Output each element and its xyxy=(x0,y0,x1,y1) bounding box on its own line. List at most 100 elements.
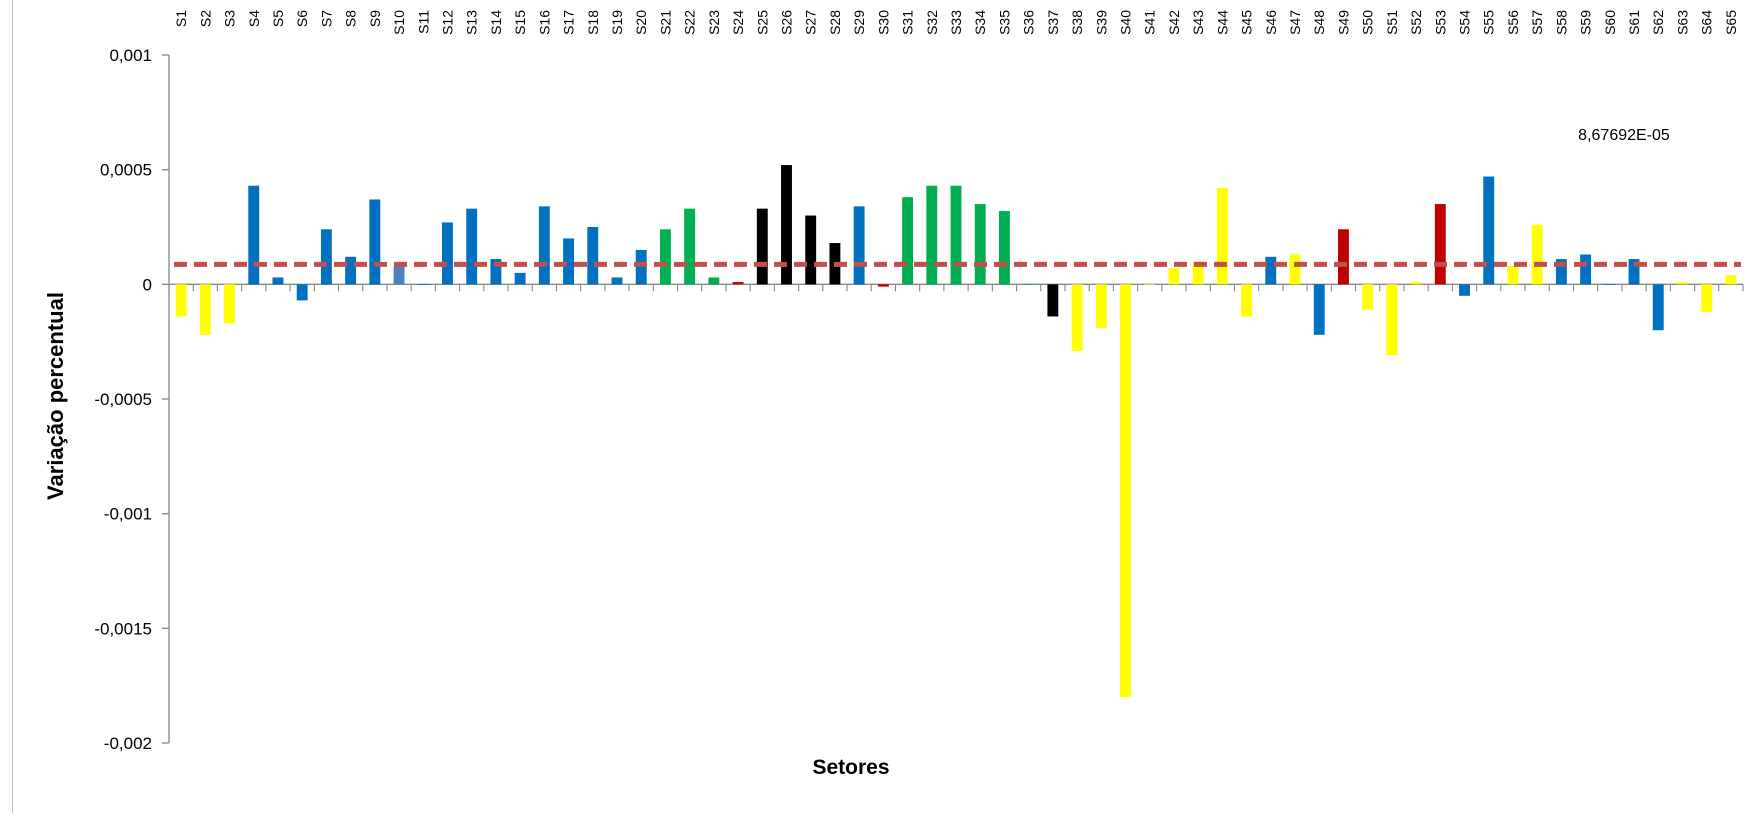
bar-s48 xyxy=(1313,284,1325,335)
x-tick-label: S13 xyxy=(464,10,480,35)
bar-s3 xyxy=(224,284,235,324)
bar-s26 xyxy=(781,165,792,285)
x-tick-label: S4 xyxy=(246,10,262,27)
bar-s21 xyxy=(659,229,671,285)
bar-s7 xyxy=(320,229,332,285)
x-tick-label: S24 xyxy=(730,10,746,35)
bar-s23 xyxy=(708,277,720,285)
bar-s18 xyxy=(587,227,599,285)
bars-layer xyxy=(175,165,1737,698)
bar-s40 xyxy=(1120,284,1131,698)
x-tick-label: S31 xyxy=(900,10,916,35)
x-axis-label: Setores xyxy=(812,756,889,779)
y-tick-label: 0,001 xyxy=(109,46,152,65)
bar-s65 xyxy=(1725,275,1737,285)
x-tick-label: S26 xyxy=(778,10,794,35)
bar-s42 xyxy=(1168,268,1180,285)
y-tick-label: -0,002 xyxy=(104,734,152,753)
x-tick-label: S53 xyxy=(1432,10,1448,35)
bar-s38 xyxy=(1071,284,1083,351)
bar-s32 xyxy=(926,185,938,285)
bar-s58 xyxy=(1555,259,1567,285)
bar-s29 xyxy=(853,206,865,285)
bar-s12 xyxy=(442,222,453,285)
x-tick-label: S39 xyxy=(1093,10,1109,35)
x-tick-label: S27 xyxy=(803,10,819,35)
y-tick-label: -0,001 xyxy=(104,505,152,524)
x-tick-label: S33 xyxy=(948,10,964,35)
x-tick-label: S63 xyxy=(1674,10,1690,35)
x-tick-label: S44 xyxy=(1214,10,1230,35)
y-tick-label: -0,0015 xyxy=(94,619,152,638)
bar-s2 xyxy=(199,284,211,335)
x-tick-label: S23 xyxy=(706,10,722,35)
bar-s64 xyxy=(1701,284,1713,312)
bar-s53 xyxy=(1434,204,1446,285)
bar-s59 xyxy=(1580,254,1592,285)
bar-s44 xyxy=(1216,188,1228,285)
bar-s37 xyxy=(1047,284,1059,317)
bar-s22 xyxy=(684,208,696,285)
x-tick-label: S18 xyxy=(585,10,601,35)
bar-s43 xyxy=(1192,261,1204,285)
x-tick-label: S25 xyxy=(754,10,770,35)
x-tick-label: S49 xyxy=(1335,10,1351,35)
bar-s36 xyxy=(1023,284,1035,285)
bar-s55 xyxy=(1483,176,1495,285)
x-tick-label: S60 xyxy=(1602,10,1618,35)
x-tick-label: S10 xyxy=(391,10,407,35)
x-tick-label: S19 xyxy=(609,10,625,35)
bar-s19 xyxy=(611,277,623,285)
bar-s52 xyxy=(1410,282,1422,285)
bar-s60 xyxy=(1604,284,1616,285)
bar-s50 xyxy=(1362,284,1374,310)
x-tick-label: S54 xyxy=(1457,10,1473,35)
bar-s20 xyxy=(635,249,647,285)
bar-s33 xyxy=(950,185,962,285)
bar-s62 xyxy=(1652,284,1664,331)
x-tick-label: S15 xyxy=(512,10,528,35)
x-tick-label: S57 xyxy=(1529,10,1545,35)
x-tick-label: S6 xyxy=(294,10,310,27)
x-tick-label: S50 xyxy=(1360,10,1376,35)
labels-layer: 0,001 0,0005 0 -0,0005 -0,001 -0,0015 -0,002 S1… xyxy=(94,10,1739,753)
x-tick-label: S8 xyxy=(343,10,359,27)
x-tick-label: S5 xyxy=(270,10,286,27)
x-tick-label: S21 xyxy=(657,10,673,35)
bar-s61 xyxy=(1628,259,1640,285)
x-tick-label: S7 xyxy=(318,10,334,27)
x-tick-label: S47 xyxy=(1287,10,1303,35)
x-tick-label: S12 xyxy=(439,10,455,35)
x-tick-label: S48 xyxy=(1311,10,1327,35)
bar-s46 xyxy=(1265,256,1277,285)
x-tick-label: S52 xyxy=(1408,10,1424,35)
x-tick-label: S58 xyxy=(1553,10,1569,35)
x-tick-label: S64 xyxy=(1699,10,1715,35)
y-tick-label: 0,0005 xyxy=(100,161,152,180)
y-tick-label: 0 xyxy=(143,275,152,294)
bar-s5 xyxy=(272,277,284,285)
bar-s8 xyxy=(345,256,357,285)
bar-s57 xyxy=(1531,224,1543,285)
x-tick-label: S45 xyxy=(1239,10,1255,35)
x-tick-label: S65 xyxy=(1723,10,1739,35)
x-tick-label: S38 xyxy=(1069,10,1085,35)
x-tick-label: S51 xyxy=(1384,10,1400,35)
bar-s49 xyxy=(1337,229,1349,285)
x-tick-label: S29 xyxy=(851,10,867,35)
chart-frame: 0,001 0,0005 0 -0,0005 -0,001 -0,0015 -0,002 S1… xyxy=(12,0,1754,813)
x-tick-label: S55 xyxy=(1481,10,1497,35)
bar-s11 xyxy=(417,284,429,285)
x-tick-label: S40 xyxy=(1118,10,1134,35)
bar-s31 xyxy=(902,197,914,285)
x-tick-label: S30 xyxy=(875,10,891,35)
x-tick-label: S59 xyxy=(1578,10,1594,35)
bar-s63 xyxy=(1677,282,1688,285)
bar-chart: 0,001 0,0005 0 -0,0005 -0,001 -0,0015 -0,002 S1… xyxy=(43,10,1744,779)
x-tick-label: S35 xyxy=(996,10,1012,35)
x-tick-label: S17 xyxy=(561,10,577,35)
bar-s35 xyxy=(998,210,1010,285)
bar-s54 xyxy=(1459,284,1470,296)
x-tick-label: S32 xyxy=(924,10,940,35)
bar-s24 xyxy=(732,282,744,285)
